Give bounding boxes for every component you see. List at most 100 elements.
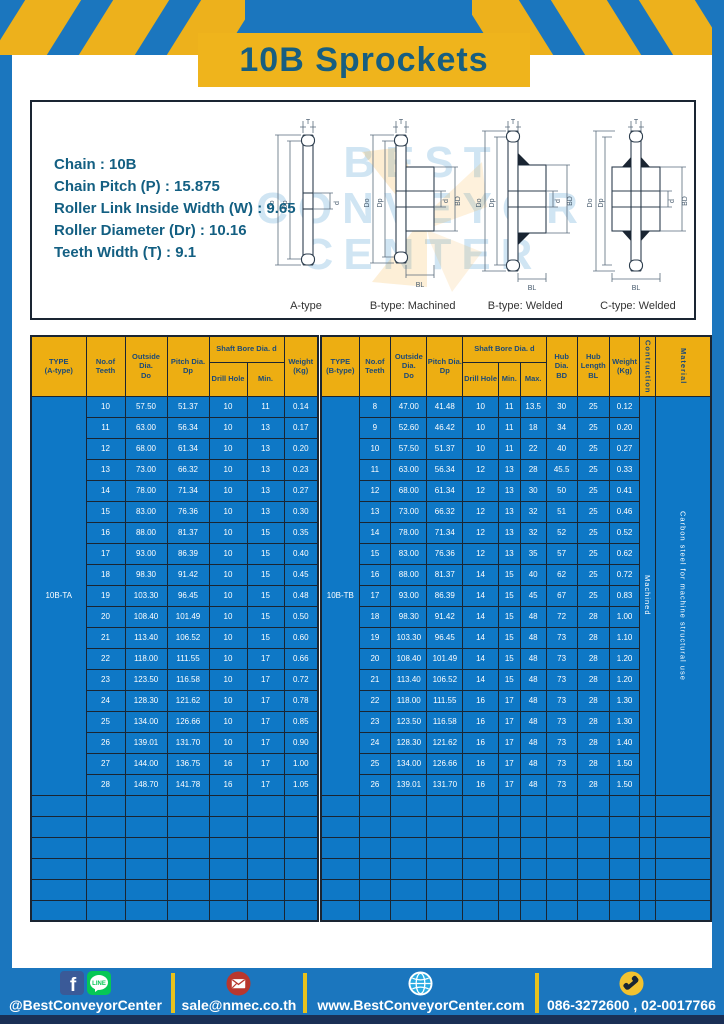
empty-cell xyxy=(545,815,578,838)
spec-diagram-box: BEST CONVEYOR CENTER Chain : 10B Chain P… xyxy=(30,100,696,320)
svg-text:Do: Do xyxy=(269,200,276,209)
empty-cell xyxy=(654,836,712,859)
table-cell: 17 xyxy=(246,710,285,733)
empty-cell xyxy=(85,794,126,817)
col-header-hub-len: Hub Length BL xyxy=(576,335,611,397)
table-cell: 16 xyxy=(208,752,248,775)
table-cell: 45.5 xyxy=(545,458,578,481)
table-cell: 25 xyxy=(576,500,611,523)
table-cell: 93.00 xyxy=(124,542,168,565)
empty-cell xyxy=(390,878,428,901)
empty-cell xyxy=(654,794,712,817)
table-cell: 40 xyxy=(519,563,547,586)
empty-cell xyxy=(358,899,392,922)
table-cell: 25 xyxy=(358,752,392,775)
table-cell: 15 xyxy=(246,563,285,586)
table-cell: 57 xyxy=(545,542,578,565)
table-cell: 26 xyxy=(358,773,392,796)
empty-cell xyxy=(30,836,87,859)
empty-cell xyxy=(166,878,210,901)
table-cell: 28 xyxy=(576,773,611,796)
table-cell: 17 xyxy=(246,731,285,754)
watermark-line: CENTER xyxy=(301,230,543,280)
table-cell: 13 xyxy=(497,500,521,523)
table-cell: 62 xyxy=(545,563,578,586)
table-cell: 13 xyxy=(246,437,285,460)
table-row: 15 83.00 76.36 10 13 0.30 xyxy=(31,500,319,523)
empty-cell xyxy=(519,899,547,922)
table-cell: 10 xyxy=(208,689,248,712)
table-cell: 17 xyxy=(246,773,285,796)
col-header-hub-dia: Hub Dia. BD xyxy=(545,335,578,397)
table-cell: 20 xyxy=(85,605,126,628)
table-cell: 15 xyxy=(246,605,285,628)
table-cell: 15 xyxy=(497,563,521,586)
empty-cell xyxy=(426,899,464,922)
table-cell: 10 xyxy=(208,731,248,754)
table-cell: 0.12 xyxy=(609,395,641,418)
table-row: 12 68.00 61.34 10 13 0.20 xyxy=(31,437,319,460)
table-cell: 10 xyxy=(85,395,126,418)
svg-text:BL: BL xyxy=(528,285,537,292)
svg-text:Dp: Dp xyxy=(489,198,496,207)
diagram-caption: B-type: Machined xyxy=(369,300,456,312)
chain-specs: Chain : 10B Chain Pitch (P) : 15.875 Rol… xyxy=(54,154,296,264)
table-row: 21 113.40 106.52 14 15 48 73 28 1.20 xyxy=(321,668,711,691)
table-row: 9 52.60 46.42 10 11 18 34 25 0.20 xyxy=(321,416,711,439)
diagram-a-type: T Do Dp d A-type xyxy=(260,110,352,316)
empty-cell xyxy=(30,878,87,901)
table-cell: 17 xyxy=(497,773,521,796)
col-header-teeth: No.of Teeth xyxy=(85,335,126,397)
table-cell: 57.50 xyxy=(390,437,428,460)
table-cell: 28 xyxy=(576,731,611,754)
table-cell: 78.00 xyxy=(390,521,428,544)
table-cell: 66.32 xyxy=(426,500,464,523)
table-cell: 17 xyxy=(246,752,285,775)
type-cell: 10B-TA xyxy=(30,395,87,796)
table-cell: 19 xyxy=(85,584,126,607)
c-welded-drawing: T Do xyxy=(587,119,689,292)
col-header-construction: Contruction xyxy=(639,335,656,397)
empty-cell xyxy=(124,836,168,859)
table-cell: 68.00 xyxy=(124,437,168,460)
table-cell: 17 xyxy=(358,584,392,607)
table-cell: 1.30 xyxy=(609,710,641,733)
spec-line-pitch: Chain Pitch (P) : 15.875 xyxy=(54,178,220,195)
table-row: 23 123.50 116.58 16 17 48 73 28 1.30 xyxy=(321,710,711,733)
empty-cell xyxy=(576,857,611,880)
table-cell: 10 xyxy=(208,626,248,649)
empty-cell xyxy=(497,878,521,901)
table-cell: 28 xyxy=(576,668,611,691)
svg-text:f: f xyxy=(70,975,77,995)
table-cell: 17 xyxy=(246,689,285,712)
table-cell: 126.66 xyxy=(166,710,210,733)
col-header-drill: Drill Hole xyxy=(208,361,248,397)
table-cell: 16 xyxy=(462,731,499,754)
svg-text:Do: Do xyxy=(587,198,594,207)
empty-cell xyxy=(609,836,641,859)
table-cell: 15 xyxy=(497,668,521,691)
spec-line-teeth: Teeth Width (T) : 9.1 xyxy=(54,244,197,261)
diagram-caption: A-type xyxy=(290,300,322,312)
table-cell: 12 xyxy=(85,437,126,460)
empty-cell xyxy=(654,815,712,838)
empty-cell xyxy=(85,815,126,838)
empty-cell xyxy=(497,815,521,838)
empty-cell xyxy=(519,794,547,817)
table-cell: 1.00 xyxy=(609,605,641,628)
table-cell: 10 xyxy=(208,458,248,481)
stripe xyxy=(547,0,645,55)
empty-cell xyxy=(30,794,87,817)
table-cell: 91.42 xyxy=(166,563,210,586)
empty-cell xyxy=(124,794,168,817)
table-cell: 10 xyxy=(208,542,248,565)
table-cell: 0.52 xyxy=(609,521,641,544)
table-cell: 13 xyxy=(246,416,285,439)
table-cell: 96.45 xyxy=(426,626,464,649)
empty-row xyxy=(30,815,319,838)
col-header-weight: Weight (Kg) xyxy=(283,335,319,397)
table-cell: 41.48 xyxy=(426,395,464,418)
empty-cell xyxy=(85,857,126,880)
table-cell: 136.75 xyxy=(166,752,210,775)
table-cell: 28 xyxy=(576,689,611,712)
